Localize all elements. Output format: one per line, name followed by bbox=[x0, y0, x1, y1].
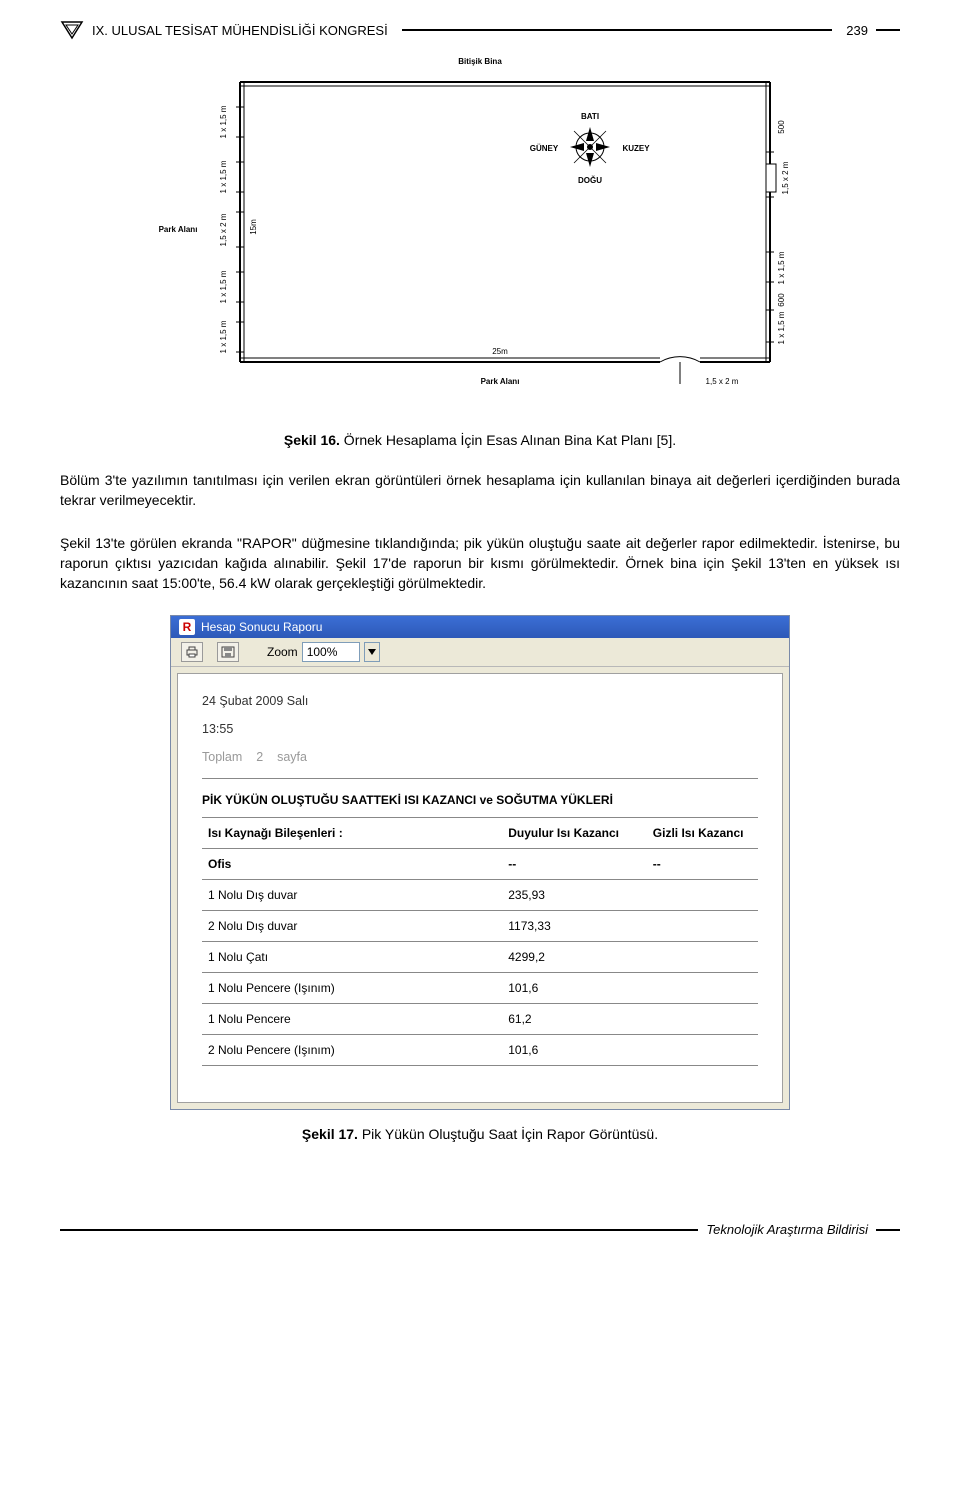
report-section-title: PİK YÜKÜN OLUŞTUĞU SAATTEKİ ISI KAZANCI … bbox=[202, 793, 758, 807]
table-cell bbox=[647, 880, 758, 911]
svg-text:KUZEY: KUZEY bbox=[622, 144, 650, 153]
page-header: IX. ULUSAL TESİSAT MÜHENDİSLİĞİ KONGRESİ… bbox=[60, 20, 900, 40]
table-header-3: Gizli Isı Kazancı bbox=[647, 818, 758, 849]
table-cell: 2 Nolu Pencere (Işınım) bbox=[202, 1035, 502, 1066]
zoom-dropdown-button[interactable] bbox=[364, 642, 380, 662]
table-cell: 4299,2 bbox=[502, 942, 647, 973]
footer-rule-right bbox=[876, 1229, 900, 1231]
svg-text:DOĞU: DOĞU bbox=[578, 176, 602, 185]
table-cell: 101,6 bbox=[502, 973, 647, 1004]
svg-text:Park Alanı: Park Alanı bbox=[481, 377, 520, 386]
table-cell bbox=[647, 1035, 758, 1066]
table-header-1: Isı Kaynağı Bileşenleri : bbox=[202, 818, 502, 849]
report-body: 24 Şubat 2009 Salı 13:55 Toplam 2 sayfa … bbox=[177, 673, 783, 1103]
svg-text:1,5 x 2 m: 1,5 x 2 m bbox=[706, 377, 739, 386]
table-cell: -- bbox=[502, 849, 647, 880]
figure17-caption: Şekil 17. Pik Yükün Oluştuğu Saat İçin R… bbox=[60, 1126, 900, 1142]
paragraph-1: Bölüm 3'te yazılımın tanıtılması için ve… bbox=[60, 470, 900, 511]
print-button[interactable] bbox=[181, 642, 203, 662]
table-cell: 235,93 bbox=[502, 880, 647, 911]
floorplan-top-label: Bitişik Bina bbox=[458, 57, 502, 66]
report-pagecount: Toplam 2 sayfa bbox=[202, 750, 758, 764]
report-toolbar: Zoom bbox=[171, 638, 789, 667]
table-row: Ofis---- bbox=[202, 849, 758, 880]
svg-text:1 x 1,5 m: 1 x 1,5 m bbox=[219, 270, 228, 303]
table-header-2: Duyulur Isı Kazancı bbox=[502, 818, 647, 849]
table-row: 1 Nolu Pencere61,2 bbox=[202, 1004, 758, 1035]
table-cell bbox=[647, 1004, 758, 1035]
table-cell bbox=[647, 942, 758, 973]
svg-text:GÜNEY: GÜNEY bbox=[530, 144, 559, 153]
report-titlebar: R Hesap Sonucu Raporu bbox=[171, 616, 789, 638]
footer-text: Teknolojik Araştırma Bildirisi bbox=[706, 1222, 868, 1237]
svg-text:1 x 1,5 m: 1 x 1,5 m bbox=[777, 311, 786, 344]
svg-text:15m: 15m bbox=[249, 219, 258, 235]
svg-text:25m: 25m bbox=[492, 347, 508, 356]
table-cell bbox=[647, 973, 758, 1004]
report-table: Isı Kaynağı Bileşenleri : Duyulur Isı Ka… bbox=[202, 817, 758, 1066]
report-separator bbox=[202, 778, 758, 779]
table-cell: Ofis bbox=[202, 849, 502, 880]
svg-text:1 x 1,5 m: 1 x 1,5 m bbox=[219, 320, 228, 353]
table-row: 1 Nolu Pencere (Işınım)101,6 bbox=[202, 973, 758, 1004]
app-r-icon: R bbox=[179, 619, 195, 635]
report-time: 13:55 bbox=[202, 722, 758, 736]
report-date: 24 Şubat 2009 Salı bbox=[202, 694, 758, 708]
save-button[interactable] bbox=[217, 642, 239, 662]
svg-text:1 x 1,5 m: 1 x 1,5 m bbox=[219, 160, 228, 193]
table-cell bbox=[647, 911, 758, 942]
header-rule-right bbox=[876, 29, 900, 31]
svg-text:500: 500 bbox=[777, 120, 786, 134]
table-cell: 61,2 bbox=[502, 1004, 647, 1035]
report-window: R Hesap Sonucu Raporu Zoom 24 Şubat 2009… bbox=[170, 615, 790, 1110]
table-cell: 1 Nolu Pencere (Işınım) bbox=[202, 973, 502, 1004]
svg-text:1 x 1,5 m: 1 x 1,5 m bbox=[777, 251, 786, 284]
svg-text:BATI: BATI bbox=[581, 112, 599, 121]
report-window-title: Hesap Sonucu Raporu bbox=[201, 620, 322, 634]
table-cell: 1 Nolu Çatı bbox=[202, 942, 502, 973]
svg-text:1 x 1,5 m: 1 x 1,5 m bbox=[219, 105, 228, 138]
table-cell: 101,6 bbox=[502, 1035, 647, 1066]
zoom-input[interactable] bbox=[302, 642, 360, 662]
svg-text:Park Alanı: Park Alanı bbox=[159, 225, 198, 234]
zoom-label: Zoom bbox=[267, 645, 298, 659]
header-rule bbox=[402, 29, 833, 31]
logo-icon bbox=[60, 20, 84, 40]
header-title: IX. ULUSAL TESİSAT MÜHENDİSLİĞİ KONGRESİ bbox=[92, 23, 388, 38]
table-row: 1 Nolu Dış duvar235,93 bbox=[202, 880, 758, 911]
table-row: 2 Nolu Dış duvar1173,33 bbox=[202, 911, 758, 942]
paragraph-2: Şekil 13'te görülen ekranda "RAPOR" düğm… bbox=[60, 533, 900, 594]
footer-rule bbox=[60, 1229, 698, 1231]
svg-text:1,5 x 2 m: 1,5 x 2 m bbox=[219, 213, 228, 246]
floorplan-figure: Bitişik Bina bbox=[130, 52, 830, 412]
table-cell: 1 Nolu Pencere bbox=[202, 1004, 502, 1035]
table-row: 1 Nolu Çatı4299,2 bbox=[202, 942, 758, 973]
figure16-caption: Şekil 16. Örnek Hesaplama İçin Esas Alın… bbox=[60, 432, 900, 448]
table-cell: -- bbox=[647, 849, 758, 880]
table-cell: 1173,33 bbox=[502, 911, 647, 942]
table-cell: 2 Nolu Dış duvar bbox=[202, 911, 502, 942]
page-footer: Teknolojik Araştırma Bildirisi bbox=[60, 1222, 900, 1237]
table-cell: 1 Nolu Dış duvar bbox=[202, 880, 502, 911]
svg-text:600: 600 bbox=[777, 293, 786, 307]
svg-text:1,5 x 2 m: 1,5 x 2 m bbox=[781, 161, 790, 194]
table-row: 2 Nolu Pencere (Işınım)101,6 bbox=[202, 1035, 758, 1066]
page-number: 239 bbox=[846, 23, 868, 38]
